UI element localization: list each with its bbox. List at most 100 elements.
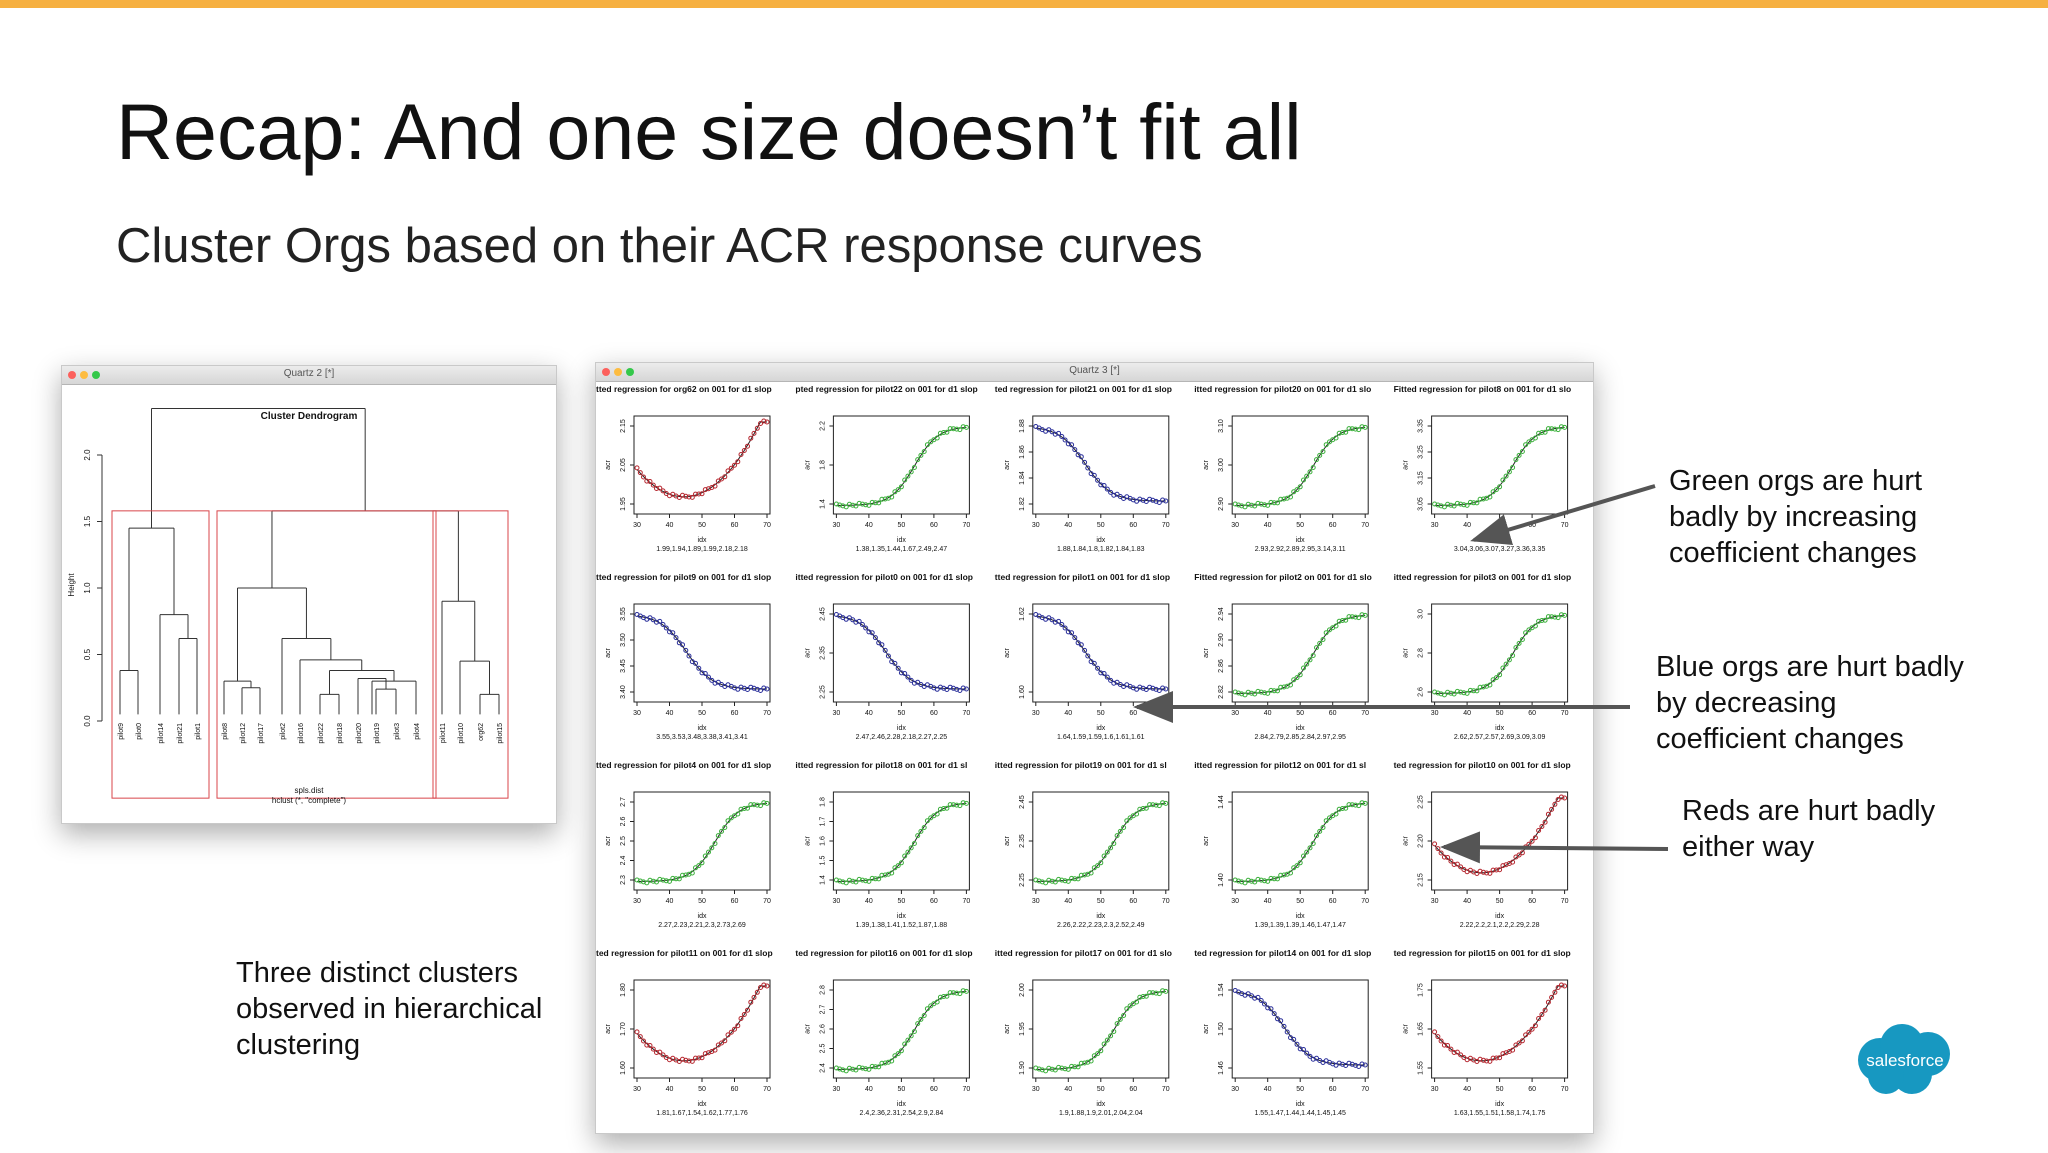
data-point	[1075, 1064, 1081, 1070]
note-line: badly by increasing	[1669, 501, 1918, 533]
panel-title: tted regression for pilot4 on 001 for d1…	[596, 760, 771, 770]
data-point	[1467, 499, 1473, 505]
panel-title: ted regression for pilot10 on 001 for d1…	[1394, 760, 1571, 770]
data-point	[941, 430, 947, 435]
window-titlebar[interactable]: Quartz 2 [*]	[62, 366, 556, 385]
data-point	[960, 988, 966, 994]
maximize-icon[interactable]	[92, 371, 100, 379]
data-points	[1232, 988, 1368, 1069]
y-tick-label: 1.50	[1218, 1022, 1225, 1036]
leaf-label: pilot8	[222, 723, 229, 740]
regression-panel: Fitted regression for pilot2 on 001 for …	[1194, 572, 1372, 741]
dendrogram-window: Quartz 2 [*] Cluster Dendrogram 0.0 0.5 1.0…	[61, 365, 557, 824]
fitted-curve	[636, 985, 767, 1062]
minimize-icon[interactable]	[614, 368, 622, 376]
data-point	[1435, 690, 1441, 696]
data-point	[1500, 1051, 1506, 1057]
data-point	[876, 1064, 882, 1070]
data-point	[1301, 477, 1307, 483]
data-point	[1111, 1029, 1117, 1034]
data-point	[850, 617, 856, 623]
data-point	[751, 802, 757, 808]
data-point	[918, 1016, 924, 1022]
data-point	[1255, 994, 1261, 1000]
data-point	[1349, 614, 1355, 620]
data-points	[634, 418, 770, 500]
window-titlebar[interactable]: Quartz 3 [*]	[596, 363, 1593, 382]
data-point	[924, 442, 930, 448]
data-point	[898, 1048, 904, 1054]
data-point	[856, 618, 862, 624]
data-point	[1262, 690, 1268, 696]
x-tick-label: 30	[1431, 1086, 1439, 1093]
note-clusters: Three distinct clusters observed in hier…	[236, 955, 542, 1063]
panel-title: tted regression for pilot9 on 001 for d1…	[596, 572, 771, 582]
data-point	[1343, 805, 1349, 811]
data-point	[1304, 661, 1310, 667]
panel-title: tted regression for pilot1 on 001 for d1…	[995, 572, 1170, 582]
data-point	[869, 630, 875, 636]
data-point	[957, 803, 963, 809]
data-points	[1432, 612, 1568, 698]
data-point	[1526, 439, 1532, 445]
data-point	[712, 483, 718, 489]
data-point	[1314, 645, 1320, 651]
data-point	[1268, 875, 1274, 881]
data-point	[1445, 1043, 1451, 1048]
data-point	[1529, 1026, 1535, 1032]
data-point	[764, 983, 770, 989]
data-point	[1291, 489, 1297, 495]
x-tick-label: 70	[963, 898, 971, 905]
data-point	[1532, 1023, 1538, 1029]
y-tick-label: 3.45	[620, 659, 627, 673]
x-tick-label: 30	[1431, 898, 1439, 905]
coefficient-label: 2.62,2.57,2.57,2.69,3.09,3.09	[1454, 734, 1546, 741]
x-axis-label: idx	[1495, 725, 1504, 732]
panel-title: tted regression for org62 on 001 for d1 …	[596, 384, 772, 394]
data-point	[1454, 1049, 1460, 1055]
data-point	[1464, 690, 1470, 696]
close-icon[interactable]	[602, 368, 610, 376]
x-tick-label: 40	[1064, 1086, 1072, 1093]
data-point	[960, 800, 966, 806]
x-tick-label: 50	[1296, 1086, 1304, 1093]
data-point	[1104, 674, 1110, 680]
data-point	[1294, 675, 1300, 681]
data-point	[1117, 828, 1123, 834]
data-point	[1451, 691, 1457, 697]
maximize-icon[interactable]	[626, 368, 634, 376]
data-point	[1275, 876, 1281, 882]
leaf-label: pilot20	[356, 723, 363, 744]
data-point	[1484, 870, 1490, 876]
data-point	[1242, 504, 1248, 510]
data-point	[1242, 880, 1248, 886]
y-tick-label: 1.5	[83, 515, 92, 527]
close-icon[interactable]	[68, 371, 76, 379]
y-tick-label: 0.0	[83, 715, 92, 727]
y-tick-label: 2.5	[620, 836, 627, 846]
data-point	[1454, 500, 1460, 506]
y-tick-label: 1.0	[83, 582, 92, 594]
data-point	[1258, 877, 1264, 883]
data-point	[696, 491, 702, 497]
data-point	[641, 1038, 646, 1044]
data-point	[1549, 614, 1555, 620]
minimize-icon[interactable]	[80, 371, 88, 379]
data-point	[657, 876, 663, 882]
data-point	[1307, 1053, 1313, 1059]
data-point	[1480, 1057, 1486, 1063]
data-point	[1124, 1006, 1130, 1012]
data-point	[748, 802, 754, 808]
data-point	[1516, 452, 1522, 458]
fitted-curve	[1035, 427, 1166, 502]
data-point	[1310, 653, 1316, 658]
data-point	[934, 686, 940, 692]
x-tick-label: 60	[1528, 710, 1536, 717]
y-tick-label: 1.60	[620, 1061, 627, 1075]
leaf-label: pilot18	[337, 723, 344, 744]
data-point	[957, 427, 963, 433]
panel-title: Fitted regression for pilot2 on 001 for …	[1194, 572, 1372, 582]
data-point	[960, 685, 966, 691]
data-point	[937, 994, 943, 1000]
x-axis-label: idx	[897, 725, 906, 732]
